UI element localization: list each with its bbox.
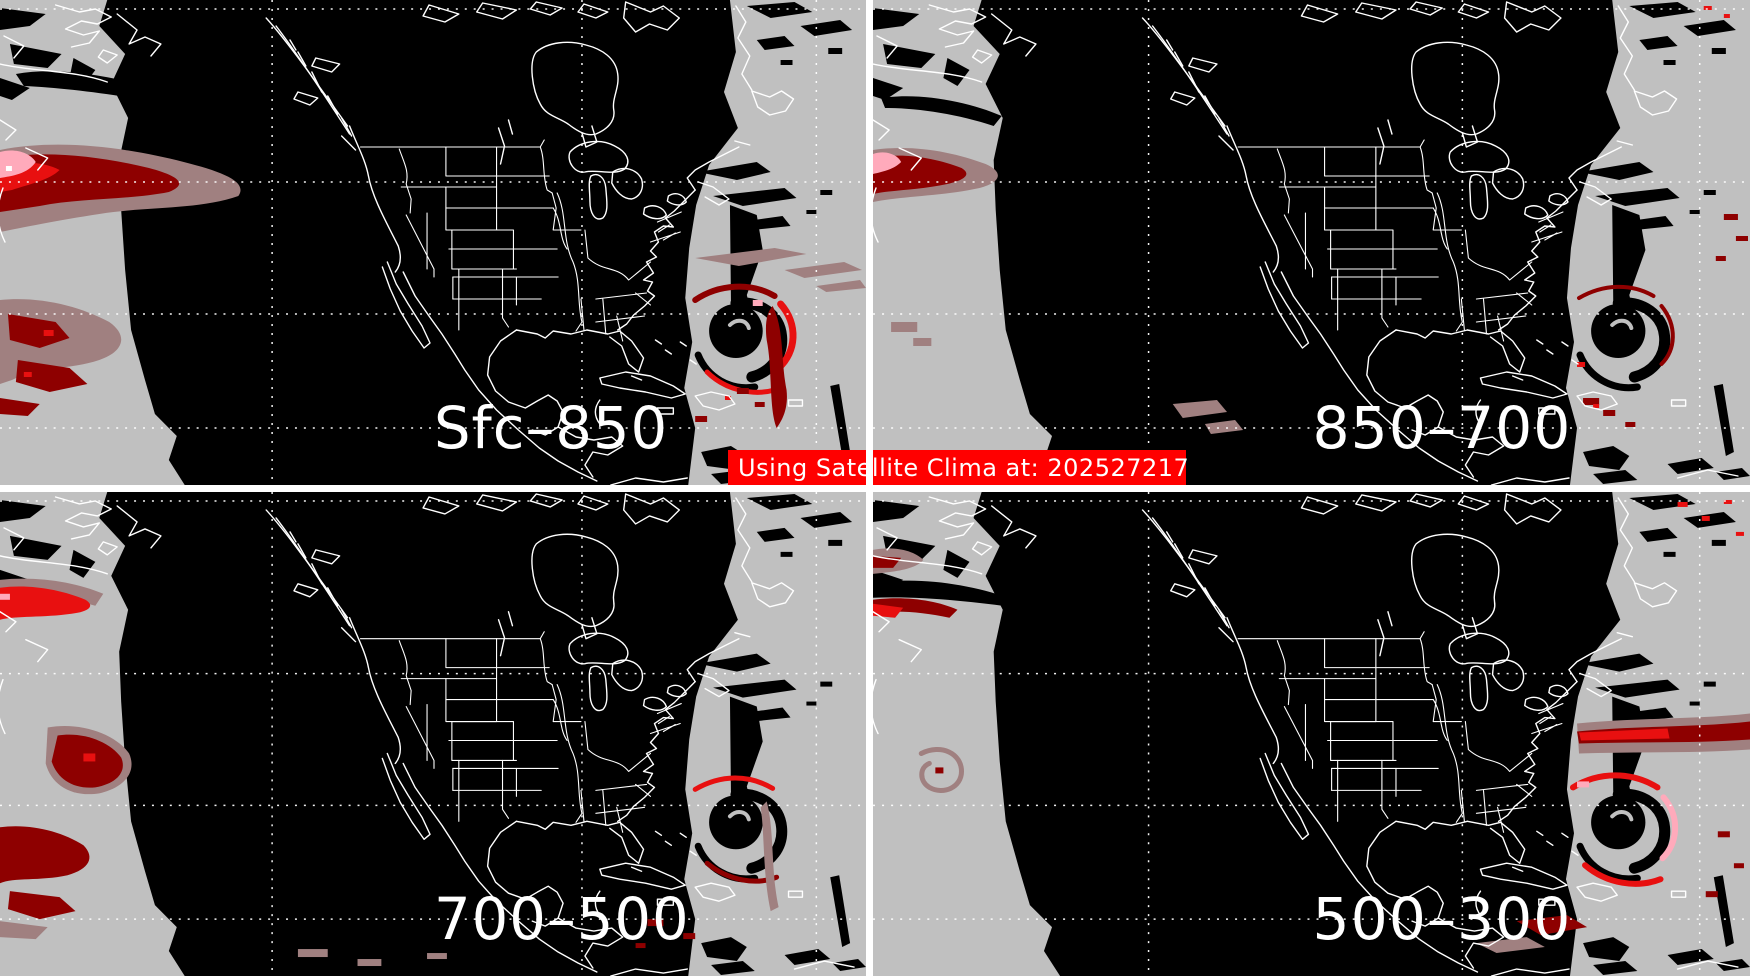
panel-500-300: 500–300	[873, 492, 1750, 976]
panel-sfc-850: Sfc–850	[0, 0, 866, 485]
panel-label: 850–700	[1313, 394, 1572, 462]
panel-label: 500–300	[1313, 885, 1572, 953]
timestamp-banner: Using Satellite Clima at: 202527217	[728, 450, 1190, 486]
panel-850-700: 850–700	[873, 0, 1750, 485]
panel-label: Sfc–850	[434, 394, 668, 462]
panel-700-500: 700–500	[0, 492, 866, 976]
panel-divider-horizontal	[0, 485, 1750, 492]
banner-text: Using Satellite Clima at: 202527217	[738, 454, 1190, 482]
panel-label: 700–500	[434, 885, 690, 953]
